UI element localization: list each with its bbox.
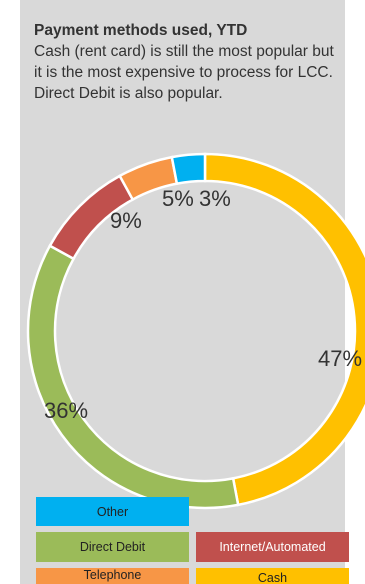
- legend-direct-debit: Direct Debit: [36, 532, 189, 562]
- label-cash: 47%: [318, 346, 362, 371]
- label-internet-automated: 9%: [110, 208, 142, 233]
- slice-other: [170, 152, 207, 186]
- legend-cash: Cash: [196, 568, 349, 584]
- chart-heading: Payment methods used, YTD Cash (rent car…: [34, 20, 334, 104]
- label-telephone: 5%: [162, 186, 194, 211]
- slice-direct-debit: [26, 244, 240, 510]
- label-other: 3%: [199, 186, 231, 211]
- chart-title: Payment methods used, YTD: [34, 22, 248, 39]
- legend-other: Other: [36, 497, 189, 526]
- label-direct-debit: 36%: [44, 398, 88, 423]
- chart-description: Cash (rent card) is still the most popul…: [34, 43, 334, 102]
- legend-telephone: Telephone: [36, 568, 189, 584]
- legend-internet-automated: Internet/Automated: [196, 532, 349, 562]
